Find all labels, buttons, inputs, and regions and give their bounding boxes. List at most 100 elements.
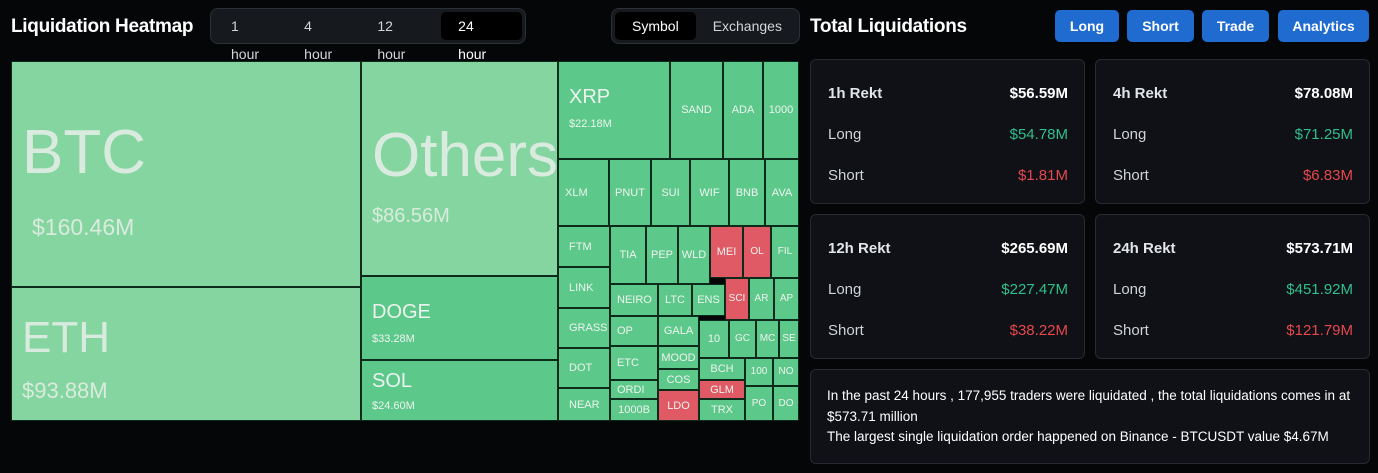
treemap-cell-glm[interactable]: GLM: [699, 380, 745, 399]
treemap-symbol: XRP: [569, 86, 611, 108]
treemap-cell-100[interactable]: 100: [745, 358, 773, 386]
treemap-symbol: PEP: [650, 249, 673, 261]
treemap-cell-neiro[interactable]: NEIRO: [610, 284, 658, 316]
treemap-value: $93.88M: [22, 378, 108, 403]
treemap-cell-xlm[interactable]: XLM: [558, 159, 609, 226]
treemap-cell-no[interactable]: NO: [773, 358, 799, 386]
treemap-cell-doge[interactable]: DOGE $33.28M: [361, 276, 558, 360]
treemap-cell-dot[interactable]: DOT: [558, 348, 610, 388]
treemap-symbol: MEI: [716, 246, 737, 258]
tab-1-hour[interactable]: 1 hour: [231, 18, 260, 62]
tab-12-hour[interactable]: 12 hour: [377, 18, 406, 62]
short-button[interactable]: Short: [1127, 10, 1194, 42]
treemap-cell-others[interactable]: Others $86.56M: [361, 61, 558, 276]
treemap-cell-wld[interactable]: WLD: [678, 226, 710, 284]
treemap-cell-ftm[interactable]: FTM: [558, 226, 610, 267]
treemap-symbol: LDO: [667, 400, 690, 412]
treemap-symbol: TRX: [711, 404, 733, 416]
treemap-cell-mei[interactable]: MEI: [710, 226, 743, 278]
analytics-button[interactable]: Analytics: [1278, 10, 1369, 42]
treemap-cell-ltc[interactable]: LTC: [658, 284, 692, 316]
treemap-symbol: FIL: [777, 246, 793, 257]
treemap-symbol: BCH: [710, 363, 734, 375]
treemap-cell-ada[interactable]: ADA: [723, 61, 763, 159]
treemap-cell-ap[interactable]: AP: [774, 278, 799, 320]
treemap-cell-cos[interactable]: COS: [658, 369, 699, 390]
treemap-cell-op[interactable]: OP: [610, 316, 658, 346]
treemap-cell-xrp[interactable]: XRP $22.18M: [558, 61, 670, 159]
stat-title: 12h Rekt: [828, 240, 891, 257]
long-label: Long: [1113, 281, 1147, 298]
treemap-symbol: ADA: [731, 104, 755, 116]
treemap-cell-ar[interactable]: AR: [749, 278, 774, 320]
stat-title: 1h Rekt: [828, 85, 883, 102]
stat-card-4h: 4h Rekt $78.08M Long $71.25M Short $6.83M: [1095, 59, 1370, 204]
stat-title: 24h Rekt: [1113, 240, 1176, 257]
treemap-cell-pnut[interactable]: PNUT: [609, 159, 651, 226]
stat-total: $265.69M: [1001, 240, 1068, 257]
treemap-cell-etc[interactable]: ETC: [610, 346, 658, 380]
treemap-cell-do[interactable]: DO: [773, 386, 799, 421]
treemap-cell-ordi[interactable]: ORDI: [610, 380, 658, 399]
treemap-cell-bch[interactable]: BCH: [699, 358, 745, 380]
treemap-cell-sol[interactable]: SOL $24.60M: [361, 360, 558, 421]
long-value: $54.78M: [1009, 126, 1068, 143]
treemap-symbol: TIA: [619, 249, 637, 261]
treemap-cell-trx[interactable]: TRX: [699, 399, 745, 421]
treemap-cell-sui[interactable]: SUI: [651, 159, 690, 226]
treemap-cell-1000[interactable]: 1000: [763, 61, 799, 159]
treemap-cell-se[interactable]: SE: [779, 320, 799, 358]
treemap-cell-near[interactable]: NEAR: [558, 388, 610, 421]
treemap-symbol: AP: [779, 293, 794, 304]
treemap-cell-bnb[interactable]: BNB: [729, 159, 765, 226]
treemap-cell-10[interactable]: 10: [699, 320, 729, 358]
treemap-cell-ldo[interactable]: LDO: [658, 390, 699, 421]
short-value: $6.83M: [1302, 167, 1353, 184]
long-label: Long: [828, 281, 862, 298]
treemap-cell-sci[interactable]: SCI: [725, 278, 749, 320]
treemap-symbol: OL: [750, 246, 764, 257]
long-value: $71.25M: [1294, 126, 1353, 143]
treemap-symbol: ETH: [22, 313, 110, 362]
tab-exchanges[interactable]: Exchanges: [712, 18, 782, 34]
treemap-cell-wif[interactable]: WIF: [690, 159, 729, 226]
tab-symbol[interactable]: Symbol: [615, 12, 696, 40]
treemap-cell-mood[interactable]: MOOD: [658, 346, 699, 369]
treemap-value: $160.46M: [32, 214, 135, 240]
short-label: Short: [1113, 322, 1149, 339]
treemap-cell-1000b[interactable]: 1000B: [610, 399, 658, 421]
stat-card-12h: 12h Rekt $265.69M Long $227.47M Short $38.2…: [810, 214, 1085, 359]
treemap-cell-tia[interactable]: TIA: [610, 226, 646, 284]
treemap-cell-eth[interactable]: ETH $93.88M: [11, 287, 361, 421]
treemap-symbol: XLM: [565, 187, 588, 199]
treemap-cell-gala[interactable]: GALA: [658, 316, 699, 346]
stat-card-1h: 1h Rekt $56.59M Long $54.78M Short $1.81M: [810, 59, 1085, 204]
long-button[interactable]: Long: [1055, 10, 1119, 42]
treemap-symbol: 10: [707, 333, 721, 345]
treemap-cell-mc[interactable]: MC: [756, 320, 779, 358]
treemap-value: $86.56M: [372, 205, 450, 227]
treemap-symbol: ORDI: [617, 384, 645, 396]
heatmap-title: Liquidation Heatmap: [11, 16, 194, 37]
trade-button[interactable]: Trade: [1202, 10, 1269, 42]
treemap-cell-btc[interactable]: BTC $160.46M: [11, 61, 361, 287]
treemap-symbol: AVA: [771, 187, 793, 199]
treemap-cell-ava[interactable]: AVA: [765, 159, 799, 226]
treemap-symbol: PO: [751, 398, 767, 409]
stat-card-24h: 24h Rekt $573.71M Long $451.92M Short $121.…: [1095, 214, 1370, 359]
treemap-cell-link[interactable]: LINK: [558, 267, 610, 308]
treemap-cell-pep[interactable]: PEP: [646, 226, 678, 284]
treemap-cell-grass[interactable]: GRASS: [558, 308, 610, 348]
long-label: Long: [828, 126, 862, 143]
treemap-cell-po[interactable]: PO: [745, 386, 773, 421]
treemap-cell-ens[interactable]: ENS: [692, 284, 725, 316]
treemap-symbol: PNUT: [615, 187, 645, 199]
treemap-cell-sand[interactable]: SAND: [670, 61, 723, 159]
tab-24-hour[interactable]: 24 hour: [441, 12, 522, 62]
treemap-cell-gc[interactable]: GC: [729, 320, 756, 358]
treemap-cell-fil[interactable]: FIL: [771, 226, 799, 278]
treemap-symbol: GC: [735, 333, 750, 344]
treemap-symbol: OP: [617, 325, 633, 337]
tab-4-hour[interactable]: 4 hour: [304, 18, 333, 62]
treemap-cell-ol[interactable]: OL: [743, 226, 771, 278]
